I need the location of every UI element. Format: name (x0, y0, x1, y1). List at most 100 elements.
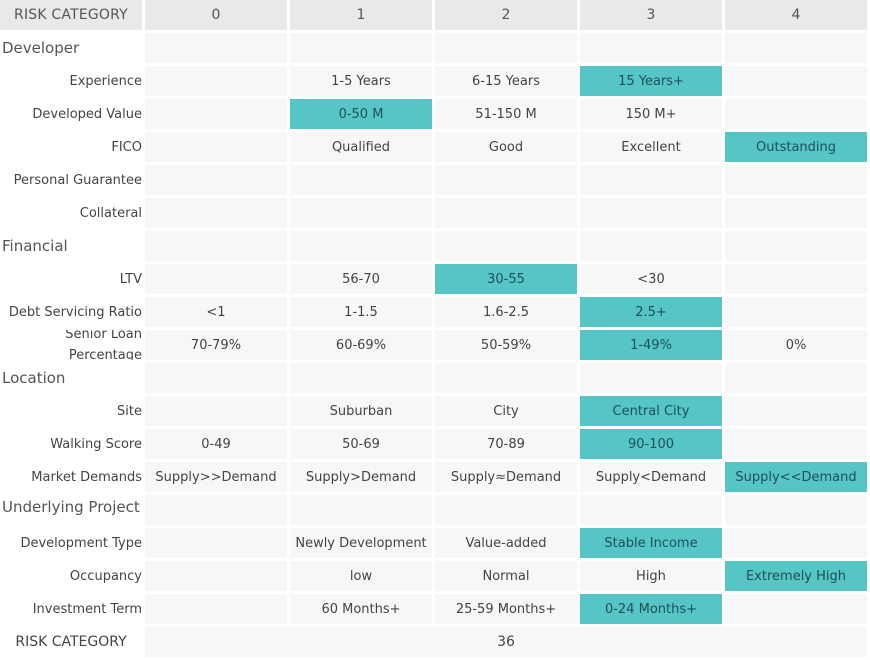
table-row: Walking Score 0-49 50-69 70-89 90-100 (0, 429, 870, 462)
header-level-2: 2 (435, 0, 577, 30)
option-cell[interactable]: 1-5 Years (290, 66, 432, 96)
option-cell[interactable]: <1 (145, 297, 287, 327)
table-row: Experience 1-5 Years 6-15 Years 15 Years… (0, 66, 870, 99)
table-header-row: RISK CATEGORY 0 1 2 3 4 (0, 0, 870, 33)
option-cell-selected[interactable]: 2.5+ (580, 297, 722, 327)
risk-category-total: 36 (145, 627, 867, 657)
option-cell[interactable] (145, 198, 287, 228)
option-cell[interactable]: <30 (580, 264, 722, 294)
option-cell[interactable] (725, 528, 867, 558)
option-cell[interactable]: 56-70 (290, 264, 432, 294)
option-cell[interactable]: 6-15 Years (435, 66, 577, 96)
option-cell-selected[interactable]: Central City (580, 396, 722, 426)
option-cell[interactable]: Supply>>Demand (145, 462, 287, 492)
option-cell[interactable]: Value-added (435, 528, 577, 558)
option-cell[interactable]: Supply>Demand (290, 462, 432, 492)
option-cell[interactable] (725, 66, 867, 96)
option-cell[interactable]: 1-1.5 (290, 297, 432, 327)
option-cell[interactable]: Excellent (580, 132, 722, 162)
option-cell[interactable]: Good (435, 132, 577, 162)
option-cell[interactable]: 0% (725, 330, 867, 360)
table-row: Investment Term 60 Months+ 25-59 Months+… (0, 594, 870, 627)
empty-cell (580, 363, 722, 393)
option-cell-selected[interactable]: 0-24 Months+ (580, 594, 722, 624)
empty-cell (435, 231, 577, 261)
option-cell-selected[interactable]: 90-100 (580, 429, 722, 459)
table-row: Development Type Newly Development Value… (0, 528, 870, 561)
table-footer-row: RISK CATEGORY 36 (0, 627, 870, 660)
option-cell[interactable]: Newly Development (290, 528, 432, 558)
option-cell[interactable] (435, 165, 577, 195)
option-cell[interactable]: low (290, 561, 432, 591)
option-cell[interactable] (435, 198, 577, 228)
option-cell[interactable] (580, 198, 722, 228)
option-cell-selected[interactable]: Supply<<Demand (725, 462, 867, 492)
empty-cell (725, 495, 867, 525)
option-cell[interactable] (725, 396, 867, 426)
option-cell[interactable] (145, 99, 287, 129)
empty-cell (290, 495, 432, 525)
option-cell[interactable]: 150 M+ (580, 99, 722, 129)
option-cell[interactable]: 70-89 (435, 429, 577, 459)
row-label-market-demands: Market Demands (0, 462, 142, 492)
option-cell[interactable]: Supply≈Demand (435, 462, 577, 492)
option-cell[interactable]: 50-69 (290, 429, 432, 459)
option-cell-selected[interactable]: 1-49% (580, 330, 722, 360)
header-level-1: 1 (290, 0, 432, 30)
option-cell[interactable]: 25-59 Months+ (435, 594, 577, 624)
option-cell[interactable] (725, 165, 867, 195)
row-label-experience: Experience (0, 66, 142, 96)
option-cell[interactable]: City (435, 396, 577, 426)
option-cell[interactable]: Qualified (290, 132, 432, 162)
option-cell-selected[interactable]: Outstanding (725, 132, 867, 162)
row-label-debt-servicing-ratio: Debt Servicing Ratio (0, 297, 142, 327)
row-label-collateral: Collateral (0, 198, 142, 228)
section-title: Financial (0, 231, 142, 261)
option-cell[interactable] (145, 264, 287, 294)
option-cell-selected[interactable]: Extremely High (725, 561, 867, 591)
option-cell[interactable] (290, 198, 432, 228)
option-cell[interactable] (145, 396, 287, 426)
option-cell[interactable]: High (580, 561, 722, 591)
empty-cell (580, 33, 722, 63)
row-label-occupancy: Occupancy (0, 561, 142, 591)
option-cell[interactable]: 60-69% (290, 330, 432, 360)
option-cell[interactable]: Supply<Demand (580, 462, 722, 492)
option-cell[interactable]: 1.6-2.5 (435, 297, 577, 327)
option-cell[interactable] (725, 594, 867, 624)
option-cell[interactable] (725, 297, 867, 327)
empty-cell (290, 33, 432, 63)
option-cell[interactable] (145, 165, 287, 195)
option-cell[interactable] (580, 165, 722, 195)
table-row: Collateral (0, 198, 870, 231)
option-cell[interactable] (145, 594, 287, 624)
option-cell-selected[interactable]: 30-55 (435, 264, 577, 294)
empty-cell (725, 363, 867, 393)
option-cell[interactable] (725, 264, 867, 294)
option-cell[interactable]: 0-49 (145, 429, 287, 459)
option-cell[interactable] (145, 561, 287, 591)
row-label-senior-loan-percentage: Senior Loan Percentage (0, 330, 142, 360)
option-cell[interactable]: 50-59% (435, 330, 577, 360)
option-cell[interactable]: Normal (435, 561, 577, 591)
option-cell[interactable]: 51-150 M (435, 99, 577, 129)
section-location: Location (0, 363, 870, 396)
empty-cell (435, 33, 577, 63)
option-cell[interactable] (145, 528, 287, 558)
option-cell-selected[interactable]: 0-50 M (290, 99, 432, 129)
row-label-walking-score: Walking Score (0, 429, 142, 459)
option-cell[interactable] (725, 99, 867, 129)
option-cell-selected[interactable]: Stable Income (580, 528, 722, 558)
option-cell[interactable] (725, 198, 867, 228)
option-cell[interactable] (290, 165, 432, 195)
option-cell[interactable] (145, 66, 287, 96)
option-cell[interactable]: 60 Months+ (290, 594, 432, 624)
row-label-personal-guarantee: Personal Guarantee (0, 165, 142, 195)
option-cell[interactable] (145, 132, 287, 162)
option-cell-selected[interactable]: 15 Years+ (580, 66, 722, 96)
empty-cell (145, 231, 287, 261)
option-cell[interactable] (725, 429, 867, 459)
option-cell[interactable]: 70-79% (145, 330, 287, 360)
option-cell[interactable]: Suburban (290, 396, 432, 426)
